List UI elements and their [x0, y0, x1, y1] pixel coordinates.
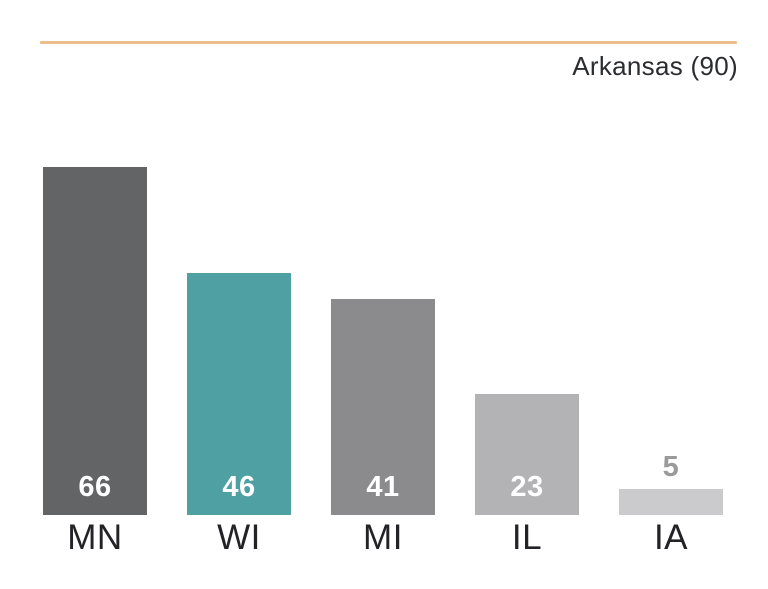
- bar-group-wi: 46 WI: [187, 0, 291, 560]
- bar-value-label: 46: [222, 471, 256, 503]
- bar-group-mn: 66 MN: [43, 0, 147, 560]
- bar-group-il: 23 IL: [475, 0, 579, 560]
- bar-value-label: 5: [662, 451, 680, 483]
- bar-group-ia: 5 IA: [619, 0, 723, 560]
- bar-group-mi: 41 MI: [331, 0, 435, 560]
- bar-category-label: MI: [363, 518, 403, 557]
- bar-value-label: 23: [510, 471, 544, 503]
- bar-category-label: MN: [67, 518, 123, 557]
- bar-category-label: IL: [511, 518, 543, 557]
- bar-value-label: 41: [366, 471, 400, 503]
- bar-il: 23: [475, 394, 579, 515]
- chart-title: Arkansas (90): [572, 51, 738, 81]
- bar-category-label: IA: [653, 518, 689, 557]
- bar-category-label: WI: [217, 518, 261, 557]
- bar-value-label: 66: [78, 471, 112, 503]
- bar-mi: 41: [331, 299, 435, 515]
- bar-mn: 66: [43, 167, 147, 515]
- bar-ia: 5: [619, 453, 723, 515]
- top-rule-divider: [40, 41, 737, 44]
- bar-chart-plot-area: 66 MN 46 WI 41 MI 23 IL 5 IA: [43, 0, 768, 560]
- bar-wi: 46: [187, 273, 291, 515]
